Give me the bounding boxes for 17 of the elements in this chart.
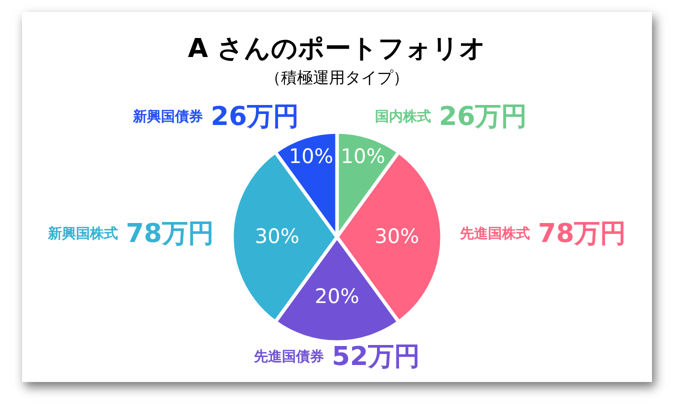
text: 10% (340, 144, 386, 168)
text: 10% (288, 144, 334, 168)
data-label: 78万円 (538, 219, 626, 249)
text: 30% (254, 224, 300, 248)
slice-label: 先進国債券 (252, 349, 324, 365)
data-label: 26万円 (439, 102, 528, 132)
chart-subtitle: （積極運用タイプ） (265, 68, 409, 87)
chart-title: A さんのポートフォリオ (188, 34, 486, 64)
slice-label: 新興国債券 (132, 108, 203, 126)
slice-label: 先進国株式 (459, 226, 530, 242)
data-label: 52万円 (332, 342, 420, 372)
text: 30% (374, 224, 420, 248)
slice-label: 新興国株式 (46, 225, 118, 242)
text: 20% (314, 284, 360, 308)
data-label: 26万円 (210, 102, 299, 132)
slice-label: 国内株式 (375, 109, 432, 126)
data-label: 78万円 (126, 219, 214, 249)
